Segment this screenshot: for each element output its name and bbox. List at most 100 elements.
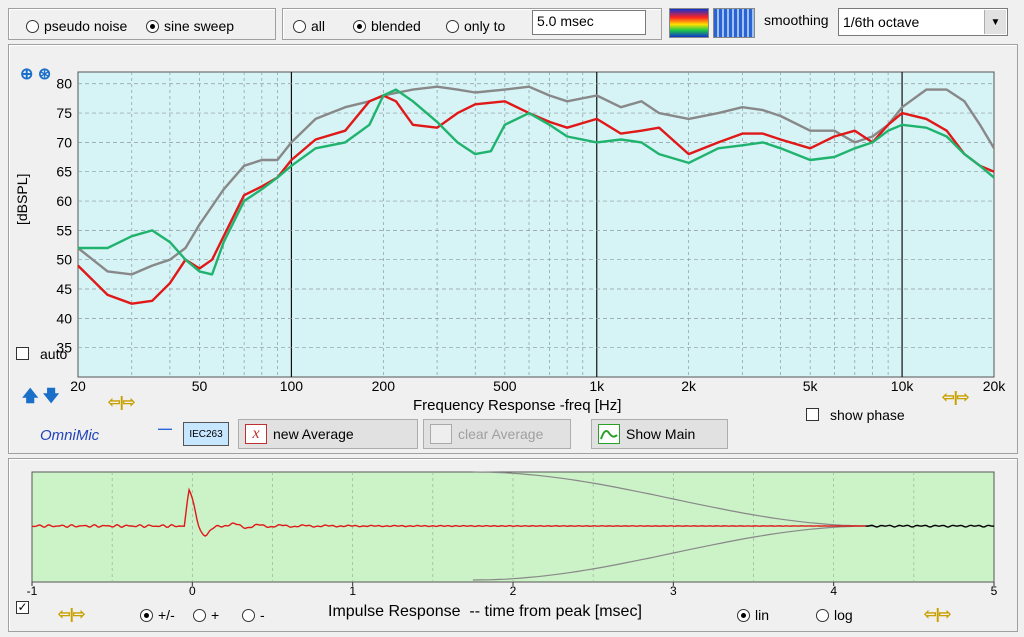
radio-label: lin: [755, 607, 770, 623]
clear-average-button[interactable]: clear Average: [423, 419, 571, 449]
ir-x-tick-label: 4: [830, 584, 837, 598]
y-tick-label: 80: [56, 76, 72, 92]
ir-trace-tail: [865, 524, 995, 528]
ir-x-tick-label: 5: [991, 584, 998, 598]
radio-minus[interactable]: -: [242, 607, 265, 623]
radio-sine-sweep[interactable]: sine sweep: [146, 18, 234, 34]
omnimic-label: OmniMic: [40, 427, 100, 444]
fr-series-line-2: [77, 94, 995, 305]
radio-dot: [193, 608, 206, 622]
x-tick-label: 2k: [681, 378, 697, 394]
radio-dot: [140, 608, 153, 622]
average-icon: x: [245, 424, 267, 444]
radio-dot: [242, 608, 255, 622]
auto-label: auto: [40, 346, 68, 362]
radio-label: blended: [371, 18, 421, 34]
impulse-checkbox[interactable]: ✓: [16, 600, 29, 614]
radio-window-all[interactable]: all: [293, 18, 325, 34]
radio-label: only to: [464, 18, 506, 34]
ir-x-tick-label: -1: [27, 584, 38, 598]
new-average-button[interactable]: x new Average: [238, 419, 418, 449]
ir-x-tick-label: 3: [670, 584, 677, 598]
ir-window-lower: [472, 525, 874, 581]
radio-label: -: [260, 607, 265, 623]
ir-window-upper: [472, 471, 874, 527]
x-tick-label: 5k: [803, 378, 819, 394]
y-zoom-icons[interactable]: ⊕ ⊛: [20, 66, 52, 83]
radio-log[interactable]: log: [816, 607, 853, 623]
show-main-icon: [598, 424, 620, 444]
x-shift-right-arrows-icon[interactable]: ⇦|⇨: [942, 389, 969, 406]
impulse-response-chart: -1 0 1 2 3 4 5: [27, 471, 998, 598]
radio-dot: [446, 19, 459, 33]
auto-checkbox[interactable]: [16, 347, 29, 360]
radio-dot: [737, 608, 750, 622]
radio-label: sine sweep: [164, 18, 235, 34]
radio-window-only-to[interactable]: only to: [446, 18, 505, 34]
chevron-down-icon: ▼: [990, 16, 1001, 28]
ir-x-axis-label: Impulse Response -- time from peak [msec…: [328, 603, 642, 620]
y-tick-label: 55: [56, 222, 72, 238]
radio-plus-minus[interactable]: +/-: [140, 607, 175, 623]
show-phase-checkbox[interactable]: [806, 408, 819, 421]
ir-x-tick-label: 0: [189, 584, 196, 598]
x-tick-label: 100: [280, 378, 304, 394]
radio-plus[interactable]: +: [193, 607, 219, 623]
radio-label: log: [834, 607, 853, 623]
ir-x-tick-label: 2: [510, 584, 517, 598]
impulse-response-panel: [8, 458, 1018, 632]
fr-series-line-1: [77, 85, 996, 276]
x-tick-label: 20: [70, 378, 86, 394]
y-shift-arrows-icon[interactable]: 🡅 🡇: [22, 388, 60, 405]
x-tick-label: 500: [493, 378, 517, 394]
radio-label: +: [211, 607, 220, 623]
x-tick-label: 1k: [589, 378, 605, 394]
x-tick-label: 20k: [983, 378, 1007, 394]
radio-label: pseudo noise: [44, 18, 128, 34]
iec-label: IEC263: [189, 428, 223, 440]
radio-label: all: [311, 18, 326, 34]
dropdown-button[interactable]: ▼: [984, 10, 1006, 34]
y-tick-label: 60: [56, 193, 72, 209]
signal-type-group: [8, 8, 276, 40]
clear-average-label: clear Average: [458, 426, 544, 442]
x-tick-label: 10k: [891, 378, 915, 394]
spectrogram-icon[interactable]: [669, 8, 709, 38]
dash-icon: —: [158, 420, 172, 436]
radio-dot: [293, 19, 306, 33]
y-tick-label: 70: [56, 134, 72, 150]
y-axis-label: [dBSPL]: [14, 173, 30, 225]
y-tick-label: 40: [56, 310, 72, 326]
x-tick-label: 50: [192, 378, 208, 394]
x-shift-left-arrows-icon[interactable]: ⇦|⇨: [108, 394, 135, 411]
y-tick-label: 65: [56, 164, 72, 180]
x-axis-label: Frequency Response -freq [Hz]: [413, 397, 622, 414]
y-tick-label: 45: [56, 281, 72, 297]
radio-dot: [353, 19, 366, 33]
frequency-response-chart: 35 40 45 50 55 60 65 70 75 80 20 50 100 200 500 1k 2k 5k 1…: [56, 71, 1007, 394]
iec-calibration-button[interactable]: IEC263: [183, 422, 229, 446]
y-tick-label: 50: [56, 252, 72, 268]
ir-trace-windowed: [31, 487, 866, 537]
smoothing-select[interactable]: 1/6th octave ▼: [838, 8, 1008, 36]
ir-shift-left-arrows-icon[interactable]: ⇦|⇨: [58, 606, 85, 623]
y-tick-label: 35: [56, 340, 72, 356]
fr-series-line-3: [78, 88, 995, 276]
smoothing-label: smoothing: [764, 12, 829, 28]
y-tick-label: 75: [56, 105, 72, 121]
window-time-input[interactable]: 5.0 msec: [532, 10, 646, 35]
radio-lin[interactable]: lin: [737, 607, 769, 623]
show-main-button[interactable]: Show Main: [591, 419, 728, 449]
window-group: [282, 8, 662, 40]
frequency-response-panel: [8, 44, 1018, 454]
waterfall-icon[interactable]: [713, 8, 755, 38]
x-tick-label: 200: [372, 378, 396, 394]
radio-pseudo-noise[interactable]: pseudo noise: [26, 18, 127, 34]
radio-label: +/-: [158, 607, 175, 623]
clear-average-icon: [430, 424, 452, 444]
ir-x-tick-label: 1: [349, 584, 356, 598]
smoothing-value: 1/6th octave: [843, 14, 920, 30]
ir-shift-right-arrows-icon[interactable]: ⇦|⇨: [924, 606, 951, 623]
radio-window-blended[interactable]: blended: [353, 18, 421, 34]
show-phase-label: show phase: [830, 407, 905, 423]
